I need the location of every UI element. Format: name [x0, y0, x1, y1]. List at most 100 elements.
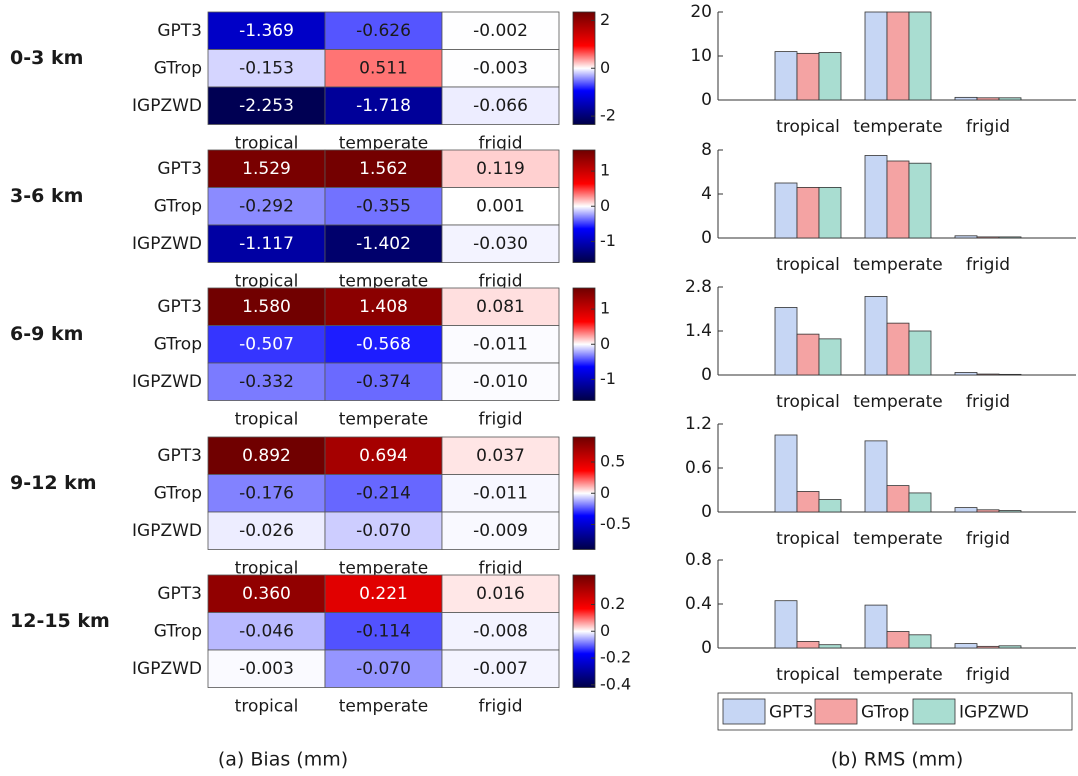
- cell-label: -0.070: [356, 659, 411, 679]
- row-label: GTrop: [154, 334, 202, 354]
- heatmap-cell: [441, 287, 560, 326]
- heatmap-cell: [441, 11, 560, 50]
- y-tick-label: 0.4: [685, 594, 712, 614]
- bar: [954, 643, 978, 649]
- cell-label: 1.580: [242, 297, 291, 317]
- x-tick-label: temperate: [853, 665, 942, 685]
- row-label: GTrop: [154, 483, 202, 503]
- bar: [954, 96, 978, 101]
- column-label: tropical: [235, 410, 299, 430]
- cell-label: 0.694: [359, 446, 408, 466]
- heatmap-cell: [441, 649, 560, 688]
- legend-swatch: [722, 698, 766, 725]
- bar: [864, 604, 888, 649]
- bar: [976, 509, 1000, 513]
- bar: [818, 644, 842, 649]
- panel-label: 12-15 km: [10, 610, 110, 632]
- bar: [796, 333, 820, 376]
- heatmap-cell: [207, 325, 326, 364]
- bar: [998, 373, 1022, 376]
- heatmap-cell: [324, 224, 443, 263]
- bar: [774, 600, 798, 649]
- cell-label: -0.214: [356, 483, 411, 503]
- bar: [908, 162, 932, 239]
- cell-label: 0.119: [476, 159, 525, 179]
- bar: [998, 510, 1022, 513]
- x-tick-label: frigid: [966, 117, 1010, 137]
- colorbar-tick-label: 0: [600, 58, 610, 77]
- legend-label: IGPZWD: [959, 703, 1029, 723]
- x-tick-label: tropical: [776, 529, 840, 549]
- cell-label: -0.009: [473, 521, 528, 541]
- cell-label: -0.374: [356, 372, 411, 392]
- cell-label: 1.529: [242, 159, 291, 179]
- bar: [864, 11, 888, 101]
- y-tick-label: 20: [690, 2, 712, 22]
- y-tick-label: 0.6: [685, 458, 712, 478]
- heatmap-cell: [207, 511, 326, 550]
- heatmap-cell: [324, 149, 443, 188]
- heatmap-cell: [324, 612, 443, 651]
- caption: (a) Bias (mm): [218, 749, 348, 771]
- row-label: GPT3: [157, 21, 202, 41]
- y-tick-label: 8: [701, 140, 712, 160]
- heatmap-cell: [324, 11, 443, 50]
- bar: [774, 434, 798, 513]
- x-tick-label: temperate: [853, 255, 942, 275]
- bar: [774, 307, 798, 376]
- cell-label: -0.114: [356, 621, 411, 641]
- cell-label: -0.332: [239, 372, 294, 392]
- column-label: frigid: [478, 410, 522, 430]
- column-label: temperate: [339, 559, 428, 579]
- heatmap-cell: [207, 362, 326, 401]
- heatmap-cell: [324, 649, 443, 688]
- panel-label: 9-12 km: [10, 472, 97, 494]
- x-tick-label: tropical: [776, 117, 840, 137]
- cell-label: -0.003: [473, 58, 528, 78]
- heatmap-cell: [324, 86, 443, 125]
- bar: [954, 372, 978, 376]
- heatmap-cell: [207, 86, 326, 125]
- heatmap-cell: [324, 187, 443, 226]
- heatmap-cell: [441, 224, 560, 263]
- x-tick-label: frigid: [966, 255, 1010, 275]
- row-label: GPT3: [157, 159, 202, 179]
- bar: [976, 373, 1000, 376]
- x-tick-label: frigid: [966, 392, 1010, 412]
- row-label: IGPZWD: [132, 521, 202, 541]
- cell-label: -0.011: [473, 483, 528, 503]
- cell-label: -1.402: [356, 234, 411, 254]
- colorbar-tick-label: 0: [600, 621, 610, 640]
- column-label: tropical: [235, 697, 299, 717]
- row-label: GPT3: [157, 446, 202, 466]
- bar: [908, 634, 932, 649]
- x-tick-label: frigid: [966, 665, 1010, 685]
- bar: [998, 236, 1022, 239]
- x-tick-label: temperate: [853, 529, 942, 549]
- cell-label: -0.030: [473, 234, 528, 254]
- y-tick-label: 0: [701, 365, 712, 385]
- cell-label: -0.507: [239, 334, 294, 354]
- cell-label: -0.002: [473, 21, 528, 41]
- cell-label: -0.011: [473, 334, 528, 354]
- bar: [886, 631, 910, 649]
- bar: [886, 11, 910, 101]
- bar: [796, 491, 820, 513]
- bar: [976, 97, 1000, 101]
- bar: [976, 236, 1000, 239]
- bar: [998, 97, 1022, 101]
- cell-label: 0.892: [242, 446, 291, 466]
- heatmap-cell: [324, 325, 443, 364]
- bar: [796, 186, 820, 239]
- row-label: GTrop: [154, 621, 202, 641]
- cell-label: -0.007: [473, 659, 528, 679]
- y-tick-label: 1.4: [685, 321, 712, 341]
- cell-label: -1.117: [239, 234, 294, 254]
- heatmap-cell: [441, 86, 560, 125]
- heatmap-cell: [207, 612, 326, 651]
- colorbar-tick-label: -2: [600, 106, 616, 125]
- panel-label: 0-3 km: [10, 47, 83, 69]
- cell-label: 1.562: [359, 159, 408, 179]
- heatmap-cell: [441, 187, 560, 226]
- panel-label: 6-9 km: [10, 323, 83, 345]
